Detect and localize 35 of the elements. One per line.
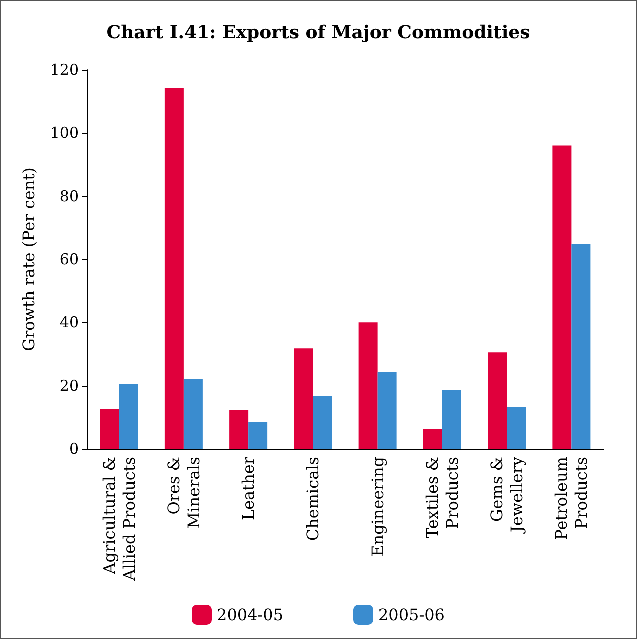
x-tick-label: Gems & Jewellery <box>488 457 527 534</box>
bar <box>572 244 591 449</box>
x-tick-label: Chemicals <box>304 457 323 542</box>
y-tick-label: 120 <box>50 61 79 79</box>
bar <box>230 410 249 449</box>
bar <box>488 352 508 449</box>
bar <box>552 146 572 449</box>
bar <box>294 348 314 449</box>
bar <box>248 422 268 449</box>
y-tick-label: 60 <box>60 250 79 268</box>
y-tick-label: 40 <box>60 314 79 332</box>
y-tick-label: 100 <box>50 124 79 142</box>
chart-title: Chart I.41: Exports of Major Commodities <box>106 22 530 44</box>
bar <box>164 88 184 449</box>
legend-label: 2004-05 <box>217 606 284 624</box>
bar <box>423 429 442 449</box>
x-tick-label: Textiles & Products <box>422 457 462 539</box>
x-tick-label: Agricultural & Allied Products <box>100 457 139 582</box>
y-tick-label: 0 <box>69 440 79 458</box>
bar <box>358 322 378 449</box>
bar <box>100 409 120 449</box>
legend-label: 2005-06 <box>378 606 445 624</box>
x-tick-label: Ores & Minerals <box>164 457 204 529</box>
bar <box>119 384 138 449</box>
bar <box>313 396 332 449</box>
x-tick-label: Petroleum Products <box>552 457 592 540</box>
y-tick-label: 20 <box>60 376 79 395</box>
bar <box>184 380 203 449</box>
bar <box>378 372 397 449</box>
y-axis-title: Growth rate (Per cent) <box>20 168 38 352</box>
bar <box>507 407 526 449</box>
x-tick-label: Engineering <box>368 457 388 557</box>
y-tick-label: 80 <box>60 187 79 206</box>
bar <box>442 390 462 449</box>
x-tick-label: Leather <box>239 456 258 520</box>
